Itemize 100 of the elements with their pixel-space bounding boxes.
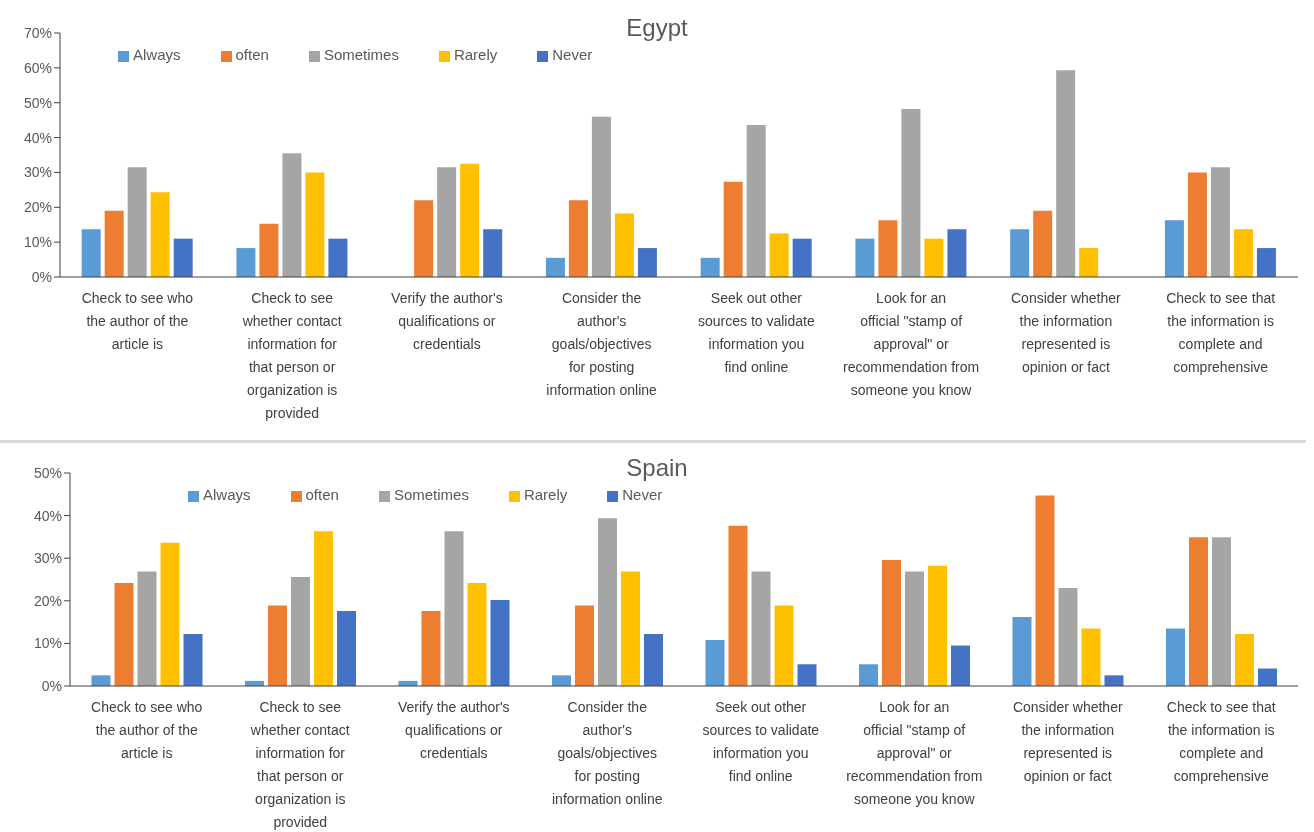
bar	[924, 238, 944, 277]
bar	[705, 639, 725, 686]
bar	[483, 229, 503, 277]
bar	[160, 542, 180, 686]
bar	[1056, 70, 1076, 277]
bar	[150, 192, 170, 277]
legend-label: Rarely	[523, 486, 568, 503]
bar	[700, 257, 720, 277]
bar	[81, 229, 101, 277]
bar	[236, 248, 256, 277]
chart-title: Egypt	[626, 14, 688, 41]
x-tick-label: Check to see whether contact information for that person or organization is provided	[241, 290, 342, 421]
chart-title: Spain	[626, 454, 688, 481]
bar	[545, 257, 565, 277]
bar	[774, 605, 794, 686]
bar	[1058, 588, 1078, 686]
x-tick-label: Look for an official "stamp of approval" or recommendation from someone you know	[846, 699, 983, 807]
legend-label: Never	[622, 486, 663, 503]
bar	[551, 675, 571, 686]
bar	[901, 108, 921, 277]
bar	[620, 571, 640, 686]
bar	[490, 599, 510, 686]
bar	[1012, 616, 1032, 686]
bar	[421, 611, 441, 686]
y-tick-label: 40%	[33, 507, 62, 524]
y-tick-label: 50%	[33, 464, 62, 481]
bar	[1256, 248, 1276, 277]
y-tick-label: 50%	[23, 94, 52, 111]
bar	[751, 571, 771, 686]
bar	[127, 167, 147, 277]
x-tick-label: Verify the author's qualifications or credentials	[397, 699, 510, 761]
bar	[1211, 537, 1231, 686]
legend-label: Sometimes	[323, 46, 399, 63]
x-tick-label: Check to see who the author of the article is	[81, 290, 194, 352]
bar	[1234, 634, 1254, 686]
bar	[305, 172, 325, 277]
bar	[1033, 210, 1053, 277]
bar	[574, 605, 594, 686]
bar	[947, 229, 967, 277]
x-tick-label: Consider whether the information represented is opinion or fact	[1011, 290, 1122, 375]
bar	[1233, 229, 1253, 277]
bar	[1165, 628, 1185, 686]
x-tick-label: Check to see that the information is complete and comprehensive	[1166, 699, 1276, 784]
x-tick-label: Consider the author's goals/objectives for posting information online	[551, 699, 663, 807]
bar	[313, 531, 333, 686]
bar	[328, 238, 348, 277]
bar	[1079, 248, 1099, 277]
x-tick-label: Verify the author's qualifications or credentials	[391, 290, 503, 352]
y-tick-label: 0%	[31, 268, 52, 285]
bar	[467, 582, 487, 686]
bar	[728, 525, 748, 686]
x-tick-label: Look for an official "stamp of approval" or recommendation from someone you know	[843, 290, 980, 398]
legend-label: Always	[203, 486, 251, 503]
bar	[746, 125, 766, 277]
x-tick-label: Seek out other sources to validate information you find online	[698, 290, 815, 375]
y-tick-label: 40%	[23, 129, 52, 146]
bar	[723, 181, 743, 277]
bar	[637, 248, 657, 277]
bar	[597, 518, 617, 686]
bar	[792, 238, 812, 277]
y-tick-label: 0%	[41, 677, 62, 694]
x-tick-label: Consider the author's goals/objectives for posting information online	[546, 290, 658, 398]
bar	[769, 233, 789, 277]
bar	[904, 571, 924, 686]
legend-label: Always	[133, 46, 181, 63]
legend-label: often	[235, 46, 269, 63]
y-tick-label: 20%	[23, 199, 52, 216]
bar	[1010, 229, 1030, 277]
bar	[104, 210, 124, 277]
y-tick-label: 70%	[23, 24, 52, 41]
bar	[460, 163, 480, 277]
bar	[183, 634, 203, 686]
x-tick-label: Seek out other sources to validate information you find online	[702, 699, 820, 784]
x-tick-label: Check to see that the information is complete and comprehensive	[1166, 290, 1276, 375]
bar	[858, 664, 878, 686]
y-tick-label: 10%	[23, 234, 52, 251]
x-tick-label: Consider whether the information represented is opinion or fact	[1012, 699, 1123, 784]
legend-label: Never	[552, 46, 593, 63]
bar	[437, 167, 457, 277]
bar	[336, 611, 356, 686]
bar	[878, 220, 898, 277]
y-tick-label: 30%	[33, 550, 62, 567]
bar	[1187, 172, 1207, 277]
legend-label: Sometimes	[393, 486, 469, 503]
bar	[259, 223, 279, 277]
bar	[114, 582, 134, 686]
bar	[137, 571, 157, 686]
legend-label: often	[305, 486, 339, 503]
bar	[1257, 668, 1277, 686]
bar	[950, 645, 970, 686]
bar	[568, 200, 588, 277]
bar	[1104, 675, 1124, 686]
bar	[591, 116, 611, 277]
bar	[173, 238, 193, 277]
bar	[1035, 495, 1055, 686]
bar	[282, 153, 302, 277]
bar	[927, 565, 947, 686]
x-tick-label: Check to see who the author of the article is	[91, 699, 203, 761]
bar	[290, 576, 310, 686]
bar	[1188, 537, 1208, 686]
